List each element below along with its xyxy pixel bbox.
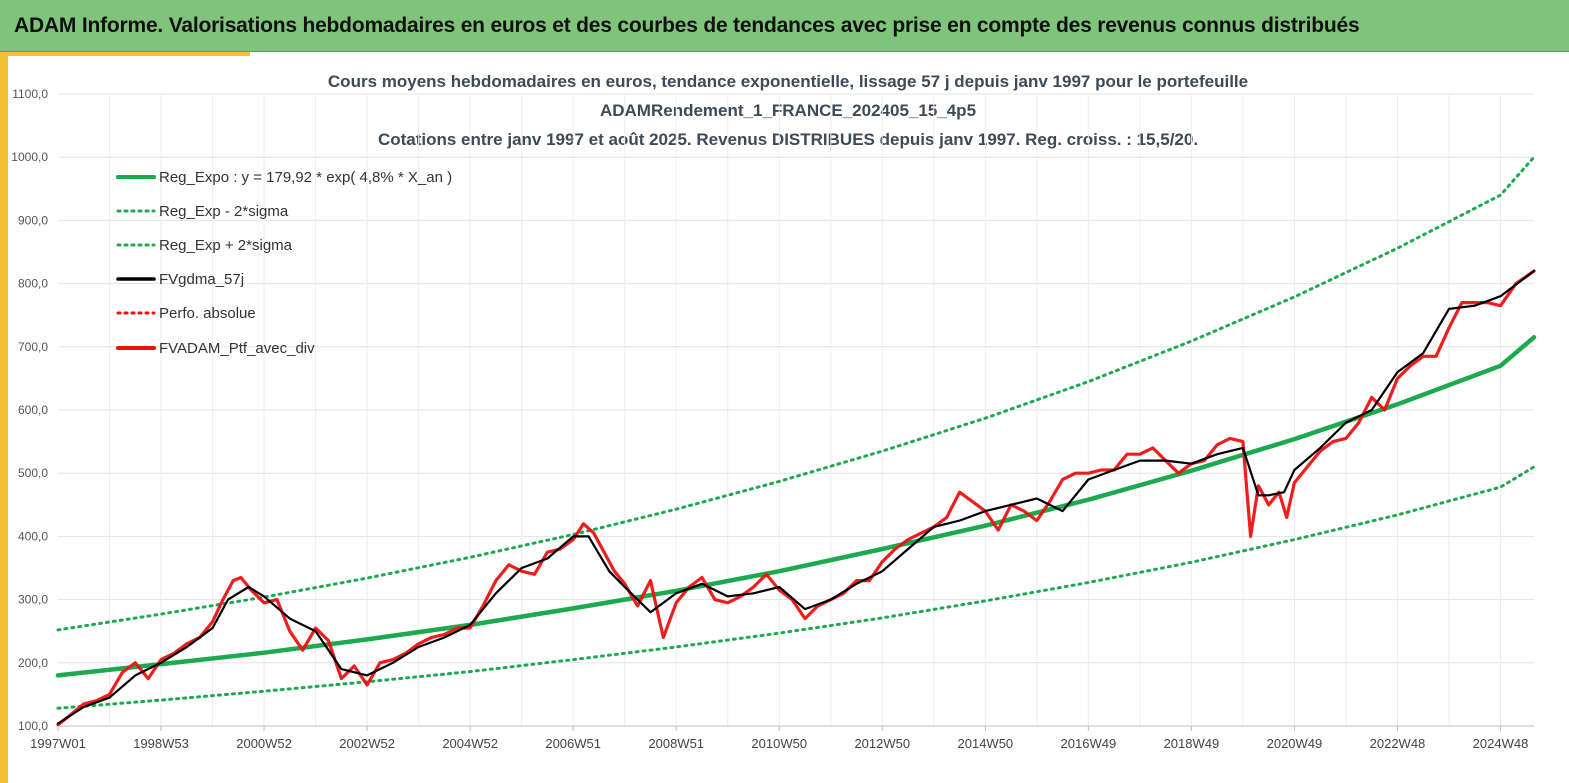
legend-label: Reg_Exp + 2*sigma <box>159 237 293 254</box>
legend-label: Reg_Expo : y = 179,92 * exp( 4,8% * X_an… <box>159 169 452 186</box>
x-tick-label: 2008W51 <box>648 736 704 751</box>
x-tick-label: 2010W50 <box>751 736 807 751</box>
legend-label: Reg_Exp - 2*sigma <box>159 203 289 220</box>
corner-accent-left <box>0 52 8 783</box>
legend-label: Perfo. absolue <box>159 305 256 322</box>
series-line-3 <box>56 269 1536 725</box>
y-tick-label: 1000,0 <box>11 150 48 164</box>
y-tick-label: 200,0 <box>18 656 48 670</box>
x-tick-label: 2000W52 <box>236 736 292 751</box>
header-banner: ADAM Informe. Valorisations hebdomadaire… <box>0 0 1569 52</box>
series-line-1 <box>56 465 1536 710</box>
chart-title-line-1: Cours moyens hebdomadaires en euros, ten… <box>327 72 1249 91</box>
y-tick-label: 1100,0 <box>12 87 48 101</box>
x-tick-label: 2012W50 <box>854 736 910 751</box>
x-tick-label: 2014W50 <box>958 736 1014 751</box>
x-tick-label: 2018W49 <box>1164 736 1220 751</box>
chart-svg: 1100,0 1000,0 900,0 800,0 700,0 600,0 500,0 400… <box>11 87 1537 751</box>
x-tick-label: 2004W52 <box>442 736 498 751</box>
page-title: ADAM Informe. Valorisations hebdomadaire… <box>14 14 1360 37</box>
y-tick-label: 600,0 <box>18 403 48 417</box>
x-tick-label: 2002W52 <box>339 736 395 751</box>
y-tick-label: 900,0 <box>18 213 48 227</box>
y-tick-label: 800,0 <box>18 277 48 291</box>
series-line-4 <box>56 269 1536 727</box>
y-tick-label: 700,0 <box>18 340 48 354</box>
x-tick-label: 2006W51 <box>545 736 601 751</box>
legend-label: FVgdma_57j <box>159 271 244 288</box>
series-line-0 <box>55 335 1537 678</box>
corner-accent-top <box>0 52 250 56</box>
y-tick-label: 400,0 <box>18 529 48 543</box>
chart-area: Cours moyens hebdomadaires en euros, ten… <box>0 52 1569 783</box>
chart-title-line-3: Cotations entre janv 1997 et août 2025. … <box>377 130 1199 149</box>
legend-label: FVADAM_Ptf_avec_div <box>159 340 315 357</box>
x-tick-label: 2016W49 <box>1061 736 1117 751</box>
y-tick-label: 100,0 <box>18 719 48 733</box>
x-tick-label: 1998W53 <box>133 736 189 751</box>
y-tick-label: 300,0 <box>18 593 48 607</box>
y-tick-label: 500,0 <box>18 466 48 480</box>
series-line-2 <box>56 155 1536 632</box>
x-tick-label: 1997W01 <box>30 736 86 751</box>
x-tick-label: 2024W48 <box>1473 736 1529 751</box>
x-tick-label: 2020W49 <box>1267 736 1323 751</box>
x-tick-label: 2022W48 <box>1370 736 1426 751</box>
